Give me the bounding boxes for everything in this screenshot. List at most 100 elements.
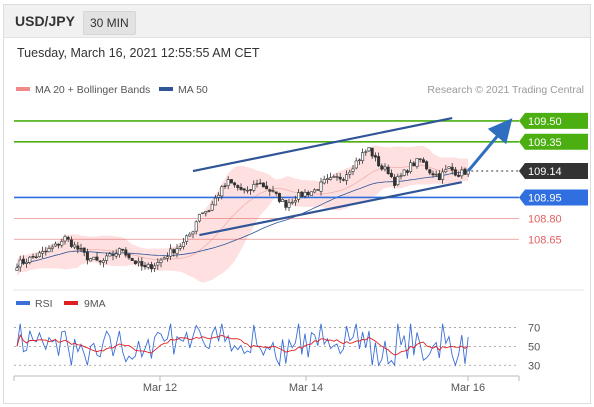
candle bbox=[34, 253, 38, 259]
candle bbox=[450, 162, 454, 175]
candle bbox=[111, 250, 115, 261]
candle bbox=[370, 147, 374, 159]
chart-datetime: Tuesday, March 16, 2021 12:55:55 AM CET bbox=[17, 46, 260, 60]
candle bbox=[316, 188, 320, 191]
candle bbox=[223, 183, 227, 190]
candle bbox=[303, 189, 307, 199]
candle bbox=[306, 190, 310, 198]
candle bbox=[258, 178, 262, 185]
candle bbox=[204, 211, 208, 217]
candle bbox=[220, 185, 224, 200]
candle bbox=[415, 158, 419, 169]
candle bbox=[185, 234, 189, 245]
candle bbox=[418, 158, 422, 163]
candle bbox=[31, 253, 35, 259]
candle bbox=[191, 230, 195, 239]
candle bbox=[281, 198, 285, 202]
candle bbox=[383, 163, 387, 172]
candle bbox=[95, 252, 99, 262]
rsi-tick-30: 30 bbox=[528, 360, 540, 372]
candle bbox=[217, 192, 221, 202]
candle bbox=[412, 161, 416, 167]
candle bbox=[50, 244, 54, 253]
candle bbox=[313, 188, 317, 194]
candle bbox=[172, 248, 176, 257]
level-label-108.80: 108.80 bbox=[528, 213, 562, 225]
rsi-legend: RSI 9MA bbox=[16, 298, 106, 310]
candle bbox=[348, 169, 352, 179]
candle bbox=[322, 175, 326, 185]
candle bbox=[444, 164, 448, 174]
candle bbox=[85, 248, 89, 265]
candle bbox=[114, 249, 118, 259]
candle bbox=[265, 181, 269, 190]
candle bbox=[121, 248, 125, 252]
candle bbox=[60, 238, 64, 248]
level-label-108.95: 108.95 bbox=[528, 192, 562, 204]
candle bbox=[229, 178, 233, 184]
candle bbox=[188, 232, 192, 237]
candle bbox=[25, 258, 29, 268]
candle bbox=[21, 255, 25, 266]
level-tag-109.14 bbox=[519, 163, 588, 180]
candle bbox=[351, 164, 355, 176]
candle bbox=[325, 174, 329, 184]
candle bbox=[137, 257, 141, 267]
timeframe-badge[interactable]: 30 MIN bbox=[83, 11, 136, 35]
candle bbox=[354, 157, 358, 170]
candle bbox=[389, 169, 393, 179]
candle bbox=[15, 263, 19, 271]
credit-text: Research © 2021 Trading Central bbox=[427, 84, 584, 96]
candle bbox=[101, 258, 105, 268]
candle bbox=[277, 192, 281, 204]
candle bbox=[210, 200, 214, 212]
candle bbox=[402, 169, 406, 177]
candle bbox=[79, 243, 83, 253]
candle bbox=[367, 147, 371, 153]
candle bbox=[143, 262, 147, 270]
candle bbox=[197, 213, 201, 223]
candle bbox=[156, 258, 160, 270]
candle bbox=[405, 169, 409, 176]
candle bbox=[284, 199, 288, 211]
candle bbox=[226, 176, 230, 190]
candle bbox=[44, 246, 48, 256]
ma20-line bbox=[16, 164, 469, 269]
candle bbox=[431, 170, 435, 178]
candle bbox=[92, 256, 96, 260]
candle bbox=[146, 262, 150, 270]
candle bbox=[175, 244, 179, 258]
candle bbox=[63, 234, 67, 245]
candle bbox=[252, 180, 256, 193]
candle bbox=[178, 243, 182, 251]
symbol-label: USD/JPY bbox=[15, 13, 75, 29]
candle bbox=[428, 168, 432, 176]
candle bbox=[239, 183, 243, 191]
trendline-upper bbox=[192, 117, 453, 173]
level-label-109.50: 109.50 bbox=[528, 116, 562, 128]
level-label-109.14: 109.14 bbox=[528, 166, 562, 178]
legend-label-rsi: RSI bbox=[35, 298, 53, 310]
rsi-line bbox=[16, 323, 469, 367]
candle bbox=[287, 198, 291, 212]
candle bbox=[460, 166, 464, 179]
candle bbox=[271, 185, 275, 193]
candle bbox=[213, 195, 217, 206]
candle bbox=[319, 177, 323, 196]
level-tag-109.35 bbox=[519, 133, 588, 150]
candle bbox=[309, 191, 313, 197]
candle bbox=[361, 148, 365, 164]
level-tag-108.95 bbox=[519, 189, 588, 206]
candle bbox=[453, 166, 457, 177]
candle bbox=[57, 243, 61, 249]
candle bbox=[386, 164, 390, 175]
chart-widget: USD/JPY 30 MIN Tuesday, March 16, 2021 1… bbox=[3, 4, 591, 404]
candle bbox=[149, 261, 153, 273]
candle bbox=[373, 152, 377, 162]
candle bbox=[89, 258, 93, 262]
candle bbox=[124, 247, 128, 258]
candle bbox=[108, 251, 112, 257]
candle bbox=[127, 253, 131, 260]
candle bbox=[66, 235, 70, 242]
